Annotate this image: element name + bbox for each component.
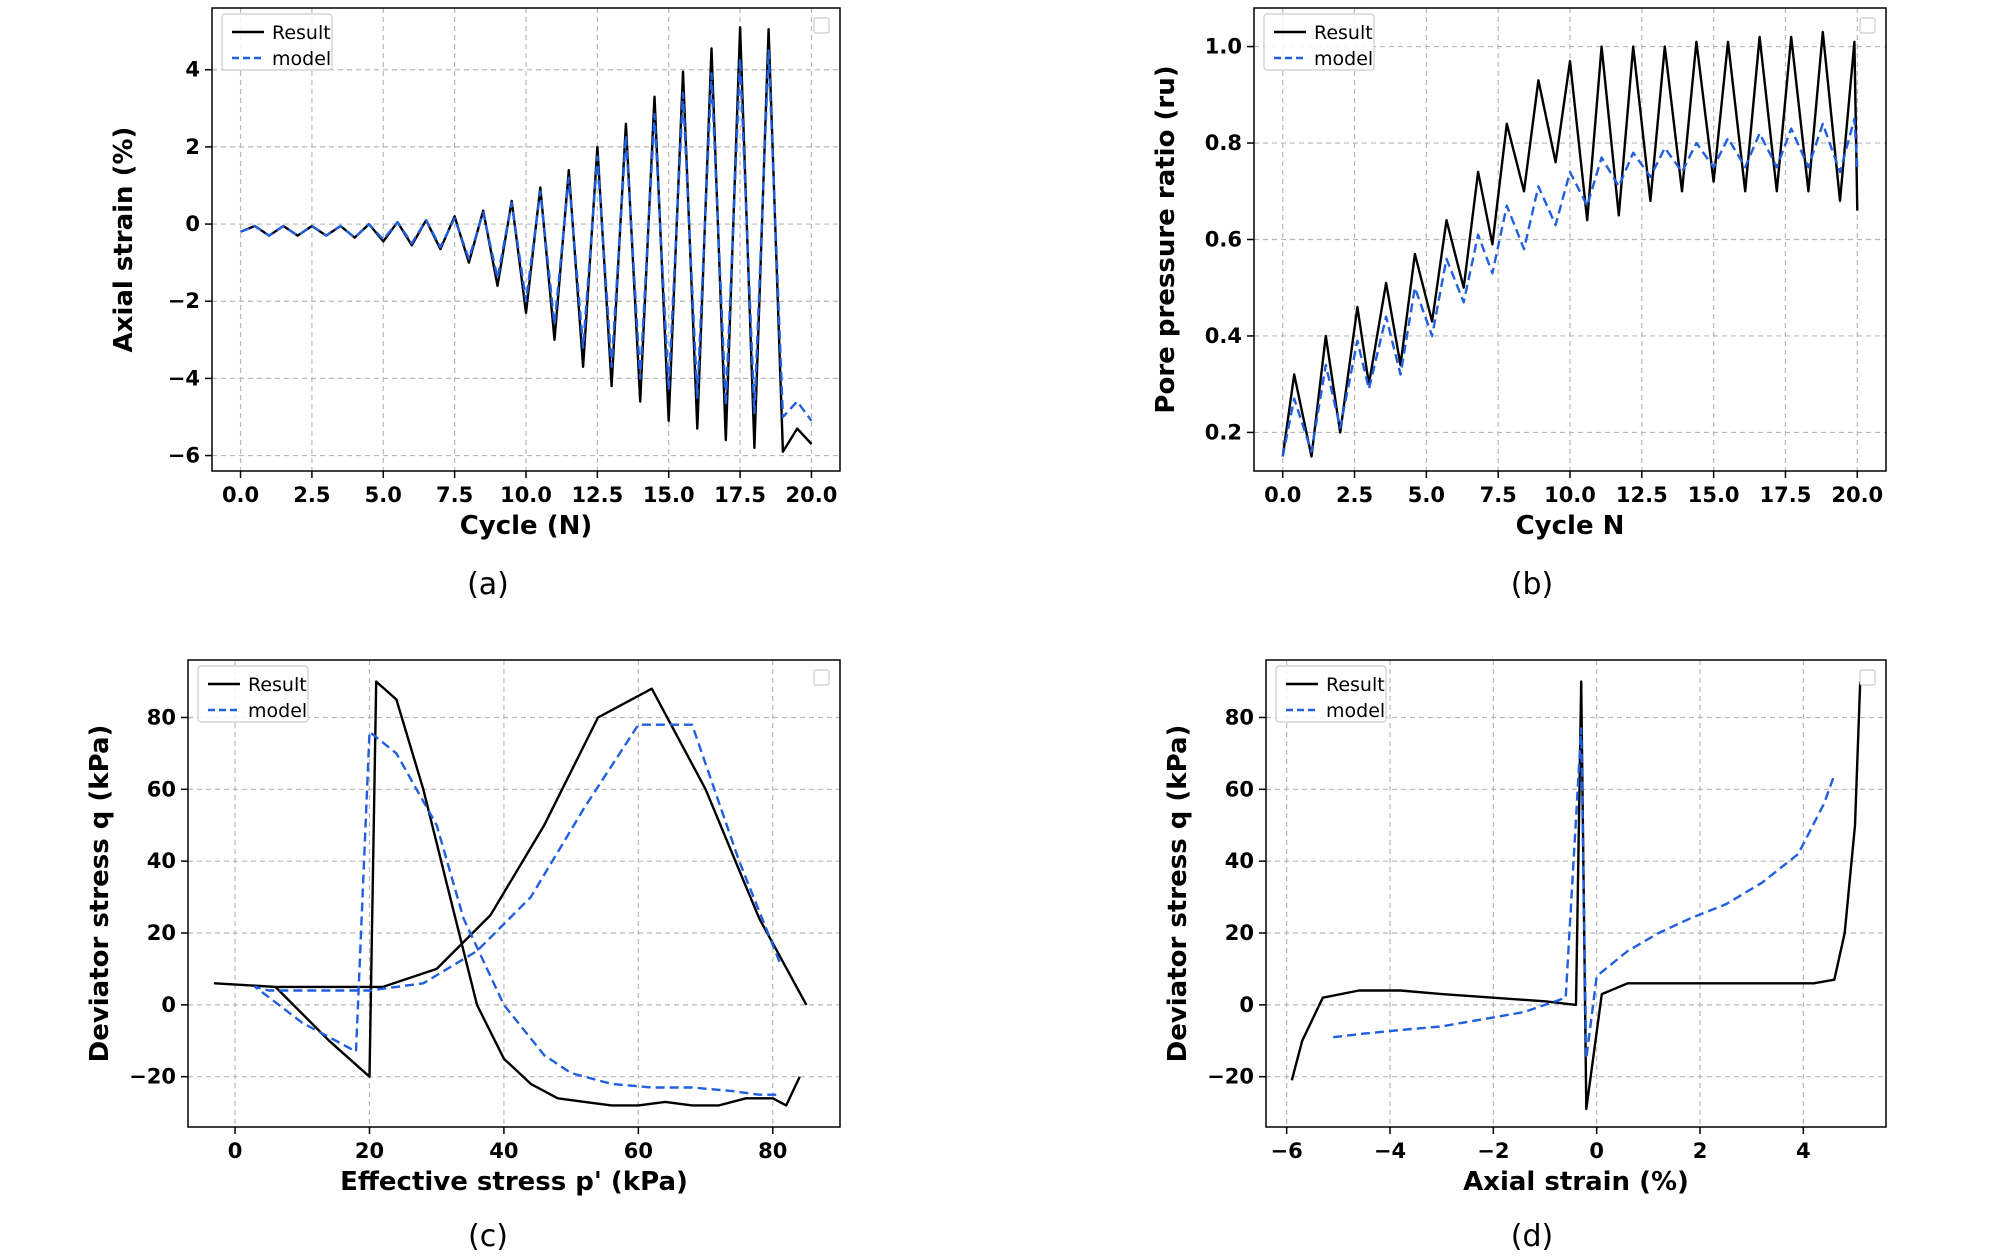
panel-d-xtick-label-4: 2 [1693,1139,1708,1163]
panel-a-ytick-label-3: 0 [185,212,200,236]
panel-d-ytick-label-0: −20 [1207,1065,1254,1089]
panel-d-xtick-label-2: −2 [1477,1139,1509,1163]
panel-b-ytick-label-1: 0.4 [1205,324,1242,348]
panel-b-ytick-label-0: 0.2 [1205,420,1242,444]
panel-b-ytick-label-2: 0.6 [1205,228,1242,252]
panel-c-legend-box [197,665,309,723]
panel-c-xtick-label-4: 80 [758,1139,787,1163]
panel-a-ytick-label-5: 4 [185,58,200,82]
panel-b-ytick-label-4: 1.0 [1205,35,1242,59]
panel-a-xtick-label-2: 5.0 [365,483,402,507]
panel-d-ylabel: Deviator stress q (kPa) [1163,725,1193,1063]
panel-a-xtick-label-7: 17.5 [714,483,766,507]
panel-d-empty-legend-box [1859,669,1876,686]
panel-b-ytick-label-3: 0.8 [1205,131,1242,155]
panel-a-xlabel: Cycle (N) [460,511,593,541]
panel-a-xtick-label-4: 10.0 [500,483,552,507]
panel-a-legend-box [221,13,333,71]
panel-c-ytick-label-3: 40 [147,849,176,873]
panel-a-caption: (a) [467,567,509,602]
panel-a-ytick-label-4: 2 [185,135,200,159]
panel-c-xlabel: Effective stress p' (kPa) [340,1167,688,1197]
panel-c-ytick-label-0: −20 [129,1065,176,1089]
panel-b-xtick-label-0: 0.0 [1264,483,1301,507]
panel-a-empty-legend-box [813,17,830,34]
panel-c-ytick-label-5: 80 [147,705,176,729]
panel-a-xtick-label-5: 12.5 [571,483,623,507]
panel-d-series-result-line [1290,680,1862,1111]
panel-a-xtick-label-3: 7.5 [436,483,473,507]
panel-b-xtick-label-8: 20.0 [1831,483,1883,507]
panel-a-legend-label-result: Result [272,22,331,44]
panel-c-ytick-label-4: 60 [147,777,176,801]
panel-d-legend-label-model: model [1326,700,1385,722]
panel-d-xlabel: Axial strain (%) [1463,1167,1689,1197]
panel-c-caption: (c) [468,1219,508,1254]
chart-b: 0.0 2.5 5.0 7.5 10.0 12.5 15.0 17.5 20.0 0.2 0.4 0.… [1151,7,1887,602]
panel-c-legend-label-model: model [248,700,307,722]
panel-a-ytick-label-2: −2 [168,289,200,313]
panel-c-xtick-label-1: 20 [355,1139,384,1163]
panel-c-series-result-line [213,680,808,1107]
panel-b-series-result-line [1281,30,1859,458]
panel-b-ylabel: Pore pressure ratio (ru) [1151,65,1181,413]
panel-c-legend-label-result: Result [248,674,307,696]
panel-c-series-model-line [253,723,781,1096]
panel-d-caption: (d) [1511,1219,1553,1254]
panel-d-ytick-label-3: 40 [1225,849,1254,873]
panel-b-empty-legend-box [1859,17,1876,34]
panel-a-xtick-label-6: 15.0 [643,483,695,507]
panel-d-xtick-label-3: 0 [1589,1139,1604,1163]
panel-b-xtick-label-7: 17.5 [1760,483,1812,507]
panel-c-ylabel: Deviator stress q (kPa) [85,725,115,1063]
panel-d-legend-label-result: Result [1326,674,1385,696]
panel-b-xtick-label-6: 15.0 [1688,483,1740,507]
panel-c-ytick-label-1: 0 [161,993,176,1017]
panel-b-xtick-label-4: 10.0 [1544,483,1596,507]
panel-b-xtick-label-1: 2.5 [1336,483,1373,507]
panel-b-series-model-line [1281,117,1859,457]
panel-c-axes-frame [187,659,841,1128]
panel-d-legend-box [1275,665,1387,723]
panel-d-axes-frame [1265,659,1887,1128]
panel-d-xtick-label-1: −4 [1374,1139,1406,1163]
panel-d-series-model-line [1333,727,1836,1060]
panel-c-xtick-label-2: 40 [489,1139,518,1163]
panel-a-ylabel: Axial strain (%) [109,127,139,353]
panel-d-xtick-label-0: −6 [1271,1139,1303,1163]
panel-b-xlabel: Cycle N [1516,511,1625,541]
panel-b-xtick-label-5: 12.5 [1616,483,1668,507]
panel-b-xtick-label-3: 7.5 [1480,483,1517,507]
panel-c-ytick-label-2: 20 [147,921,176,945]
panel-a-series-model-line [240,49,813,422]
panel-a-legend-label-model: model [272,48,331,70]
panel-a-xtick-label-0: 0.0 [222,483,259,507]
panel-a-ytick-label-1: −4 [168,366,200,390]
chart-c: 0 20 40 60 80 −20 0 20 40 60 80 Effective stress p'… [85,659,841,1254]
panel-c-xtick-label-0: 0 [228,1139,243,1163]
panel-d-ytick-label-2: 20 [1225,921,1254,945]
panel-b-caption: (b) [1511,567,1553,602]
panel-d-xtick-label-5: 4 [1796,1139,1811,1163]
panel-c-empty-legend-box [813,669,830,686]
panel-b-legend-label-model: model [1314,48,1373,70]
panel-d-ytick-label-4: 60 [1225,777,1254,801]
panel-c-xtick-label-3: 60 [624,1139,653,1163]
panel-a-ytick-label-0: −6 [168,444,200,468]
chart-a: 0.0 2.5 5.0 7.5 10.0 12.5 15.0 17.5 20.0 −6 −4 −2 0 2… [109,7,841,602]
panel-a-xtick-label-8: 20.0 [786,483,838,507]
panel-d-ytick-label-5: 80 [1225,705,1254,729]
panel-b-xtick-label-2: 5.0 [1408,483,1445,507]
panel-d-ytick-label-1: 0 [1239,993,1254,1017]
panel-a-xtick-label-1: 2.5 [293,483,330,507]
panel-b-legend-box [1263,13,1375,71]
panel-b-legend-label-result: Result [1314,22,1373,44]
